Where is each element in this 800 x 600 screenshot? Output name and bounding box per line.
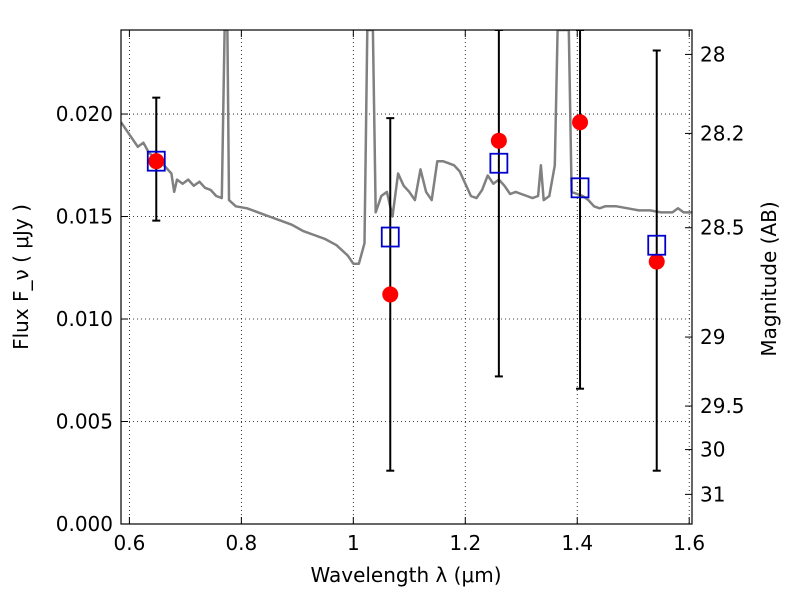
y-tick-label: 0.010	[56, 307, 113, 331]
observed-flux-point	[490, 132, 507, 149]
right-tick-label: 28.5	[700, 216, 745, 240]
right-tick-label: 30	[700, 438, 725, 462]
right-tick-label: 28	[700, 42, 725, 66]
model-flux-square	[380, 226, 400, 248]
plot-frame	[120, 29, 693, 525]
model-flux-square	[647, 234, 667, 256]
right-axis-label: Magnitude (AB)	[757, 201, 781, 356]
x-tick-label: 1.6	[673, 531, 705, 555]
axis-ticks: 0.6 0.8 1 1.2 1.4 1.6 0.000 0.005 0.010 0.015 0.02…	[56, 30, 745, 555]
observed-flux-point	[648, 253, 665, 270]
plot-area	[121, 30, 692, 472]
right-tick-label: 28.2	[700, 121, 745, 145]
right-tick-label: 29	[700, 325, 725, 349]
model-flux-square	[146, 150, 166, 172]
y-axis-label: Flux F_ν ( μJy )	[9, 204, 33, 350]
model-flux-square	[489, 152, 509, 174]
observed-flux-point	[148, 153, 165, 170]
x-tick-label: 1	[347, 531, 360, 555]
right-tick-label: 31	[700, 482, 725, 506]
x-tick-label: 0.6	[113, 531, 145, 555]
x-tick-label: 0.8	[225, 531, 257, 555]
y-tick-label: 0.005	[56, 410, 113, 434]
y-tick-label: 0.015	[56, 205, 113, 229]
observed-flux-point	[572, 114, 589, 131]
x-tick-label: 1.2	[449, 531, 481, 555]
model-flux-square	[570, 177, 590, 199]
y-tick-label: 0.020	[56, 102, 113, 126]
right-tick-label: 29.5	[700, 394, 745, 418]
y-tick-label: 0.000	[56, 512, 113, 536]
x-tick-label: 1.4	[561, 531, 593, 555]
observed-flux-point	[382, 286, 399, 303]
x-axis-label: Wavelength λ (μm)	[310, 563, 501, 587]
